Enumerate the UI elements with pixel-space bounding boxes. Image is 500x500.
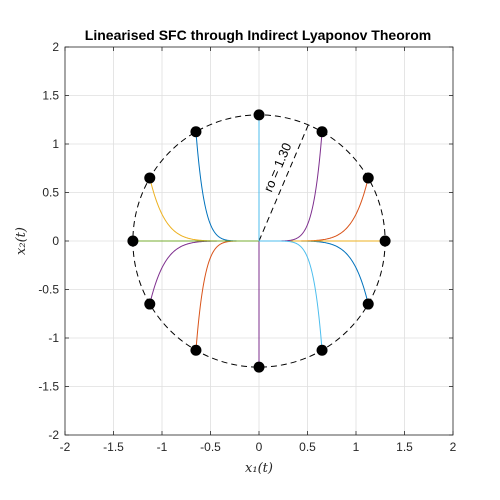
trajectory-line	[259, 240, 323, 351]
x-tick-label: 1.5	[396, 440, 413, 454]
x-tick-label: 1	[353, 440, 360, 454]
x-tick-label: -1	[157, 440, 168, 454]
initial-point-marker	[316, 126, 328, 138]
radius-line	[258, 124, 309, 242]
y-tick-label: -1.5	[38, 380, 59, 394]
initial-point-marker	[190, 344, 202, 356]
y-tick-label: 2	[52, 40, 59, 54]
y-tick-label: 1.5	[42, 89, 59, 103]
initial-point-marker	[379, 235, 391, 247]
chart-title: Linearised SFC through Indirect Lyaponov…	[85, 27, 431, 43]
y-tick-label: -0.5	[38, 283, 59, 297]
y-tick-label: -2	[48, 428, 59, 442]
initial-point-marker	[253, 361, 265, 373]
x-axis-label: x₁(t)	[245, 461, 273, 476]
x-tick-label: 0.5	[299, 440, 316, 454]
initial-point-marker	[144, 298, 156, 310]
initial-point-marker	[190, 126, 202, 138]
y-tick-label: -1	[48, 331, 59, 345]
y-tick-label: 0.5	[42, 186, 59, 200]
y-tick-label: 0	[52, 234, 59, 248]
initial-point-marker	[316, 344, 328, 356]
initial-point-marker	[144, 172, 156, 184]
initial-point-marker	[253, 109, 265, 121]
trajectories	[132, 114, 386, 368]
y-axis-label: x₂(t)	[14, 227, 29, 255]
initial-point-marker	[127, 235, 139, 247]
x-tick-label: -2	[60, 440, 71, 454]
initial-point-marker	[362, 298, 374, 310]
initial-points	[127, 109, 391, 373]
x-tick-label: 2	[450, 440, 457, 454]
x-tick-label: -1.5	[103, 440, 124, 454]
y-tick-label: 1	[52, 137, 59, 151]
ticks: -2 -1.5 -1 -0.5 0 0.5 1 1.5 2 2 1.5 1 0.5 0 -0.5 -1 -1.5…	[38, 40, 456, 454]
x-tick-label: -0.5	[200, 440, 221, 454]
x-tick-label: 0	[256, 440, 263, 454]
initial-point-marker	[362, 172, 374, 184]
